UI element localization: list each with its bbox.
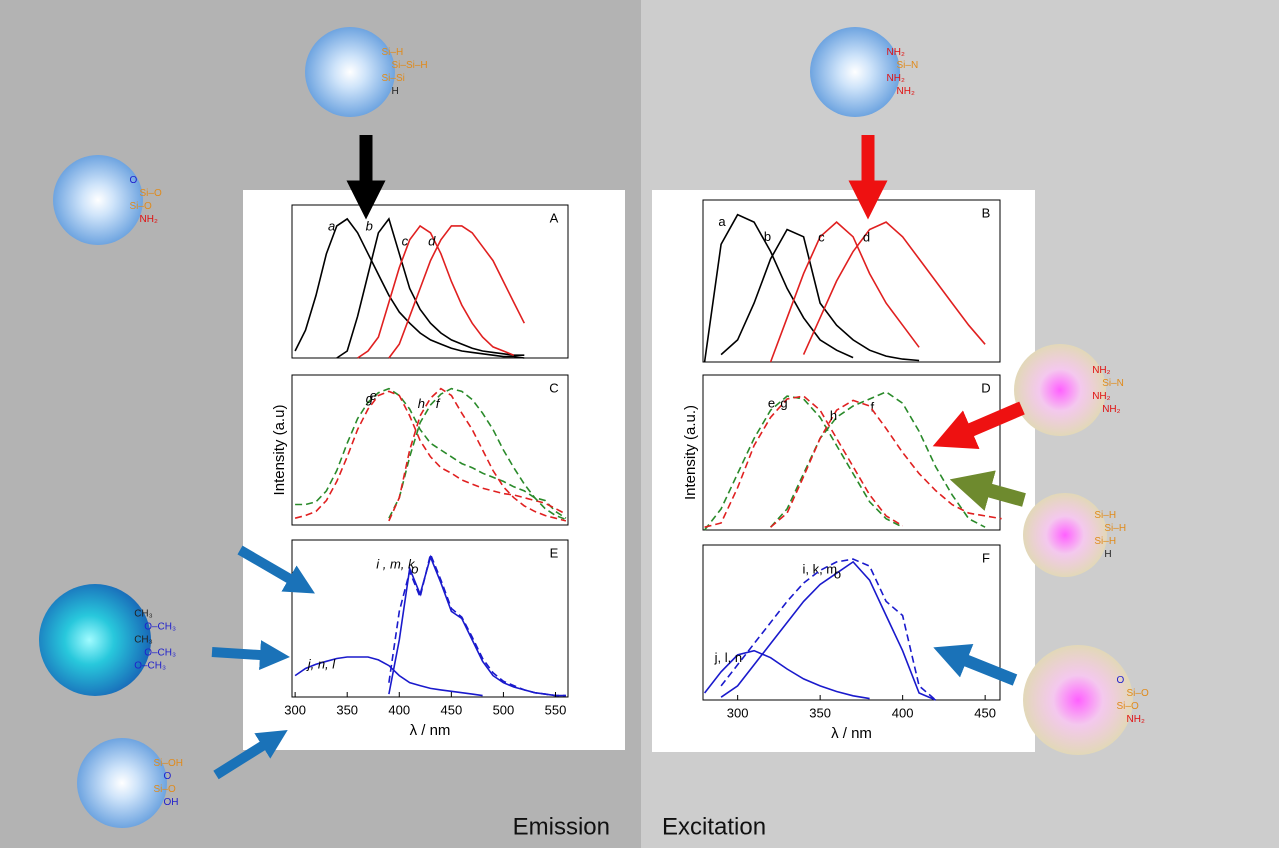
- surface-group: Si–N: [897, 60, 919, 71]
- series-label: e: [768, 396, 775, 411]
- surface-group: Si–O: [130, 201, 152, 212]
- nanoparticle: [77, 738, 167, 828]
- surface-group: O: [164, 771, 172, 782]
- surface-group: NH₂: [887, 47, 905, 58]
- x-tick-label: 400: [388, 702, 410, 717]
- surface-group: Si–H: [1094, 536, 1116, 547]
- x-axis-label: λ / nm: [410, 722, 451, 739]
- surface-group: NH₂: [887, 73, 905, 84]
- x-tick-label: 350: [809, 705, 831, 720]
- x-tick-label: 300: [284, 702, 306, 717]
- surface-group: CH₃: [134, 609, 153, 620]
- panel-label: A: [550, 210, 559, 225]
- x-tick-label: 550: [545, 702, 567, 717]
- surface-group: H: [1104, 549, 1111, 560]
- panel-label: E: [550, 545, 559, 560]
- series-label: d: [428, 233, 436, 248]
- series-label: b: [366, 218, 373, 233]
- x-tick-label: 350: [336, 702, 358, 717]
- surface-group: OH: [164, 797, 179, 808]
- surface-group: Si–Si: [382, 73, 405, 84]
- surface-group: O–CH₃: [144, 622, 176, 633]
- figure: Emission Excitation AabcdCegfhIntensity …: [0, 0, 1279, 848]
- series-label: c: [818, 230, 825, 245]
- surface-group: Si–N: [1102, 378, 1124, 389]
- surface-group: Si–O: [1117, 701, 1139, 712]
- surface-group: Si–O: [1127, 688, 1149, 699]
- nanoparticle: [810, 27, 900, 117]
- nanoparticle: [1023, 645, 1133, 755]
- series-label: g: [780, 396, 787, 411]
- nanoparticle: [53, 155, 143, 245]
- surface-group: Si–H: [1104, 523, 1126, 534]
- series-label: h: [418, 396, 425, 411]
- series-label: a: [328, 218, 335, 233]
- surface-group: O–CH₃: [134, 661, 166, 672]
- page: {"chart_data": [ {"type": "line", "panel…: [0, 0, 1279, 848]
- section-label: Excitation: [662, 813, 766, 840]
- surface-group: NH₂: [897, 86, 915, 97]
- surface-group: CH₃: [134, 635, 153, 646]
- surface-group: Si–H: [1094, 510, 1116, 521]
- series-label: b: [764, 229, 771, 244]
- surface-group: NH₂: [1092, 391, 1110, 402]
- x-axis-label: λ / nm: [831, 725, 872, 742]
- nanoparticle: [1014, 344, 1106, 436]
- nanoparticle: [305, 27, 395, 117]
- series-label: d: [863, 230, 870, 245]
- y-axis-label: Intensity (a.u.): [682, 405, 699, 500]
- x-tick-label: 400: [892, 705, 914, 720]
- surface-group: NH₂: [140, 214, 158, 225]
- x-tick-label: 450: [440, 702, 462, 717]
- surface-group: O: [1117, 675, 1125, 686]
- nanoparticle: [1023, 493, 1107, 577]
- panel-label: B: [982, 205, 991, 220]
- surface-group: NH₂: [1127, 714, 1145, 725]
- x-tick-label: 500: [493, 702, 515, 717]
- arrow: [212, 652, 275, 656]
- surface-group: Si–O: [154, 784, 176, 795]
- series-label: i , m, k: [376, 557, 416, 572]
- y-axis-label: Intensity (a.u): [271, 405, 288, 496]
- surface-group: Si–OH: [154, 758, 183, 769]
- panel-label: C: [549, 380, 558, 395]
- panel-label: F: [982, 550, 990, 565]
- series-label: j, n, l: [306, 656, 337, 671]
- series-label: g: [366, 391, 374, 406]
- surface-group: H: [392, 86, 399, 97]
- surface-group: Si–H: [382, 47, 404, 58]
- surface-group: Si–Si–H: [392, 60, 428, 71]
- surface-group: O: [130, 175, 138, 186]
- series-label: o: [411, 562, 418, 577]
- surface-group: NH₂: [1102, 404, 1120, 415]
- panel-label: D: [981, 380, 990, 395]
- series-label: j, l, n: [714, 650, 742, 665]
- surface-group: O–CH₃: [144, 648, 176, 659]
- surface-group: Si–O: [140, 188, 162, 199]
- x-tick-label: 450: [974, 705, 996, 720]
- series-label: a: [718, 214, 726, 229]
- series-label: c: [402, 233, 409, 248]
- section-label: Emission: [513, 813, 610, 840]
- series-label: h: [830, 408, 837, 423]
- surface-group: NH₂: [1092, 365, 1110, 376]
- x-tick-label: 300: [727, 705, 749, 720]
- series-label: o: [834, 567, 841, 582]
